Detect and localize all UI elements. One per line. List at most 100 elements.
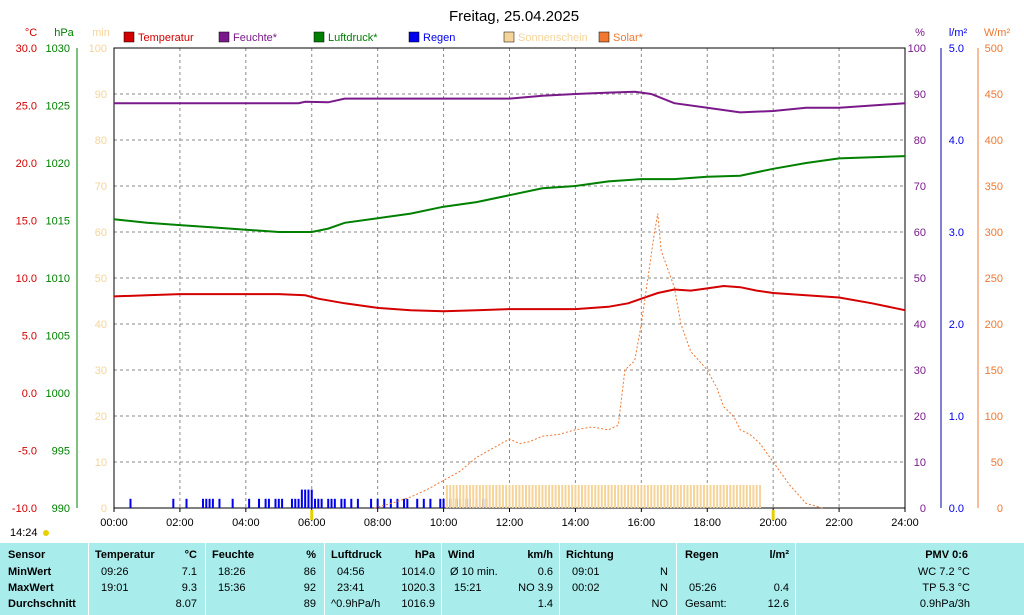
column-divider: [205, 543, 206, 615]
rain-unit: l/m²: [769, 549, 789, 561]
y-axis-unit-rain: l/m²: [949, 27, 968, 39]
wind-avg-value: 1.4: [537, 598, 553, 610]
sunshine-bar: [607, 485, 610, 508]
y-tick-label-sunshine: 30: [95, 365, 107, 377]
stats-pmv-column: PMV 0:6 WC 7.2 °C TP 5.3 °C 0.9hPa/3h: [796, 543, 1024, 615]
sunshine-bar: [594, 485, 597, 508]
rain-bar: [277, 498, 280, 508]
y-axis-unit-sunshine: min: [92, 27, 110, 39]
column-divider: [88, 543, 89, 615]
y-tick-label-rain: 4.0: [949, 135, 964, 147]
legend-label: Luftdruck*: [328, 32, 378, 44]
rain-bar: [294, 498, 297, 508]
sunshine-bar: [712, 485, 715, 508]
rain-bar: [442, 498, 445, 508]
sunshine-bar: [511, 485, 514, 508]
rain-max-time: 05:26: [689, 582, 717, 594]
y-tick-label-pressure: 1020: [46, 158, 70, 170]
sunshine-bar: [445, 485, 448, 508]
y-tick-label-solar: 150: [985, 365, 1003, 377]
sunshine-bar: [551, 485, 554, 508]
sunshine-bar: [663, 485, 666, 508]
sunshine-bar: [617, 485, 620, 508]
sunshine-bar: [488, 485, 491, 508]
chart-title: Freitag, 25.04.2025: [449, 8, 579, 25]
sunshine-bar: [581, 485, 584, 508]
y-tick-label-solar: 450: [985, 89, 1003, 101]
sunshine-bar: [459, 485, 462, 508]
y-tick-label-temperature: -5.0: [18, 446, 37, 458]
sunshine-bar: [455, 485, 458, 508]
sunshine-bar: [518, 485, 521, 508]
sunshine-bar: [482, 485, 485, 508]
current-time-label: 14:24: [10, 527, 49, 539]
y-tick-label-humidity: 40: [914, 319, 926, 331]
temperature-avg-value: 8.07: [175, 598, 197, 610]
x-tick-label: 14:00: [562, 517, 590, 529]
wind-min-value: 0.6: [537, 566, 553, 578]
sunshine-bar: [716, 485, 719, 508]
plot-frame: [113, 47, 906, 509]
rain-bar: [376, 498, 379, 508]
sunshine-bar: [515, 485, 518, 508]
y-tick-label-humidity: 100: [908, 43, 926, 55]
humidity-max-time: 15:36: [218, 582, 246, 594]
y-tick-label-temperature: -10.0: [12, 503, 37, 515]
y-tick-label-temperature: 0.0: [22, 388, 37, 400]
sunshine-bar: [495, 485, 498, 508]
sunshine-bar: [534, 485, 537, 508]
direction-max-time: 00:02: [572, 582, 600, 594]
pressure-max-value: 1020.3: [401, 582, 435, 594]
sunshine-bar: [485, 485, 488, 508]
sunshine-bar: [531, 485, 534, 508]
humidity-unit: %: [306, 549, 316, 561]
sunshine-bar: [633, 485, 636, 508]
legend-swatch: [503, 31, 515, 43]
sunshine-bar: [462, 485, 465, 508]
rain-bar: [310, 489, 313, 508]
sunshine-bar: [732, 485, 735, 508]
y-tick-label-pressure: 990: [52, 503, 70, 515]
rain-bar: [264, 498, 267, 508]
y-tick-label-solar: 500: [985, 43, 1003, 55]
sunshine-bar: [468, 485, 471, 508]
y-axis-unit-pressure: hPa: [54, 27, 74, 39]
sunshine-bar: [521, 485, 524, 508]
sunshine-bar: [610, 485, 613, 508]
legend-swatch: [313, 31, 325, 43]
rain-bar: [383, 498, 386, 508]
sunshine-bar: [587, 485, 590, 508]
sunshine-bar: [613, 485, 616, 508]
sunshine-bar: [689, 485, 692, 508]
sunshine-bar: [505, 485, 508, 508]
y-tick-label-solar: 300: [985, 227, 1003, 239]
sunshine-bar: [742, 485, 745, 508]
humidity-avg-value: 89: [303, 598, 316, 610]
y-tick-label-sunshine: 60: [95, 227, 107, 239]
sunshine-bar: [656, 485, 659, 508]
sunshine-bar: [567, 485, 570, 508]
temperature-max-time: 19:01: [101, 582, 129, 594]
sunshine-bar: [524, 485, 527, 508]
stats-pressure-column: Luftdruck hPa 04:56 1014.0 23:41 1020.3 …: [325, 543, 441, 615]
y-tick-label-humidity: 30: [914, 365, 926, 377]
sunshine-bar: [673, 485, 676, 508]
y-tick-label-temperature: 25.0: [16, 101, 37, 113]
bar-layer: [129, 485, 761, 508]
row-label-max: MaxWert: [8, 582, 54, 594]
sunshine-bar: [627, 485, 630, 508]
sunshine-bar: [646, 485, 649, 508]
y-tick-label-pressure: 1010: [46, 273, 70, 285]
y-tick-label-solar: 250: [985, 273, 1003, 285]
rain-bar: [304, 489, 307, 508]
legend-label: Temperatur: [138, 32, 194, 44]
sunshine-bar: [719, 485, 722, 508]
sunshine-bar: [669, 485, 672, 508]
stats-wind-column: Wind km/h Ø 10 min. 0.6 15:21 NO 3.9 1.4: [442, 543, 559, 615]
humidity-min-value: 86: [303, 566, 316, 578]
direction-min-value: N: [660, 566, 668, 578]
stats-humidity-column: Feuchte % 18:26 86 15:36 92 89: [206, 543, 324, 615]
rain-bar: [290, 498, 293, 508]
rain-bar: [218, 498, 221, 508]
rain-bar: [416, 498, 419, 508]
